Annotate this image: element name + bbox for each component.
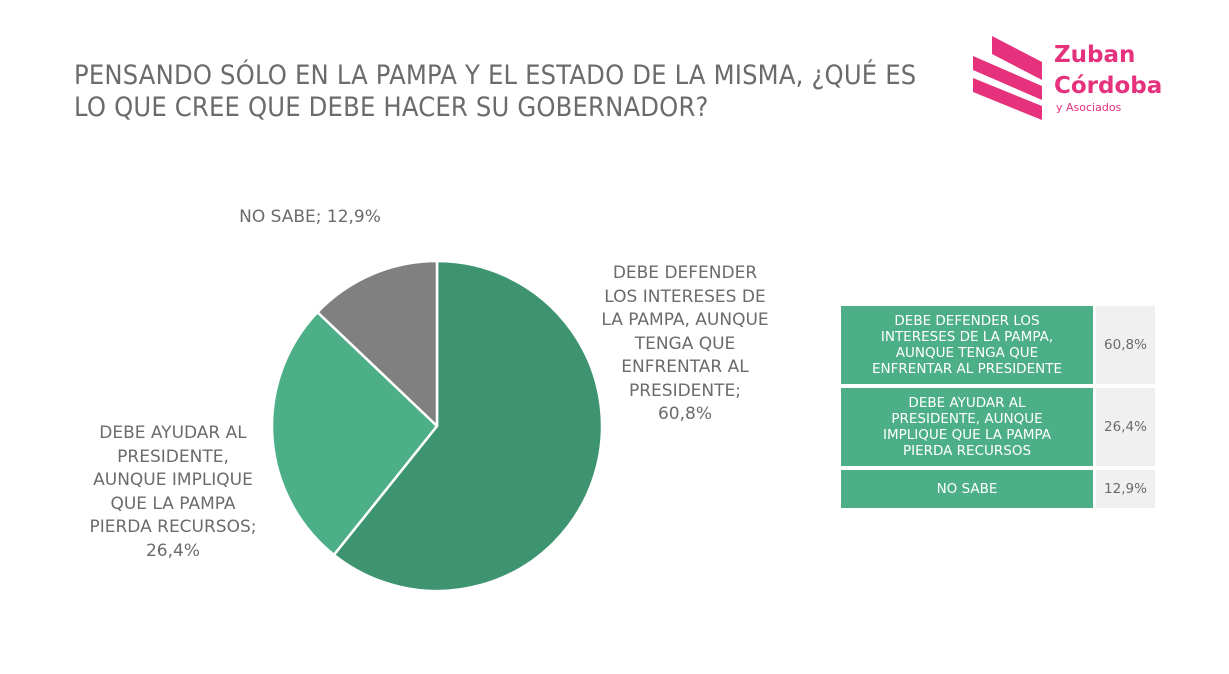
legend-label-line: DEBE AYUDAR AL [908,395,1026,411]
slice-label-line: ENFRENTAR AL [621,357,749,377]
legend-label-line: AUNQUE TENGA QUE [895,345,1039,361]
logo-line-1: Zuban [1054,42,1136,68]
slice-label-line: DEBE DEFENDER [612,263,758,283]
slice-label-line: PRESIDENTE, [117,446,229,467]
legend-label: NO SABE [841,470,1093,508]
title-line-1: PENSANDO SÓLO EN LA PAMPA Y EL ESTADO DE… [74,60,917,91]
slice-label-line: PIERDA RECURSOS; [89,517,257,537]
slice-label-line: TENGA QUE [634,333,736,354]
pie-slice-ayudar [270,310,439,557]
legend-label-line: PIERDA RECURSOS [902,443,1032,459]
pie-slice-nosabe [316,259,439,428]
legend-label-line: ENFRENTAR AL PRESIDENTE [872,361,1062,377]
slice-label-line: PRESIDENTE; [628,380,741,401]
legend-label-line: IMPLIQUE QUE LA PAMPA [883,427,1051,443]
logo-line-2: Córdoba [1054,73,1163,99]
legend-label: DEBE DEFENDER LOS INTERESES DE LA PAMPA, A… [841,306,1093,384]
legend-label-line: NO SABE [936,481,998,497]
slice-label-line: DEBE AYUDAR AL [99,423,247,443]
slice-label-line: 26,4% [145,540,200,561]
slice-label-ayudar: DEBE AYUDAR AL PRESIDENTE, AUNQUE IMPLIQUE… [58,422,288,563]
chart-title: PENSANDO SÓLO EN LA PAMPA Y EL ESTADO DE… [74,60,917,124]
logo-stripes-icon [973,36,1042,120]
slice-label-line: 60,8% [657,404,712,424]
legend-label-line: INTERESES DE LA PAMPA, [880,329,1054,345]
slice-label-line: LOS INTERESES DE [604,286,766,307]
legend-value: 26,4% [1096,388,1155,466]
logo-subline: y Asociados [1056,101,1122,114]
legend-label-line: DEBE DEFENDER LOS [894,313,1040,329]
brand-logo: Zuban Córdoba y Asociados [970,36,1170,126]
legend-row-defender: DEBE DEFENDER LOS INTERESES DE LA PAMPA, A… [841,306,1155,384]
legend-row-ayudar: DEBE AYUDAR AL PRESIDENTE, AUNQUE IMPLIQUE… [841,388,1155,466]
legend-label-line: PRESIDENTE, AUNQUE [891,411,1043,427]
slice-label-line: AUNQUE IMPLIQUE [93,470,253,490]
legend-value: 60,8% [1096,306,1155,384]
slice-label-line: LA PAMPA, AUNQUE [601,310,769,330]
slice-label-nosabe: NO SABE; 12,9% [205,206,415,230]
slice-label-line: QUE LA PAMPA [110,493,236,514]
legend-label: DEBE AYUDAR AL PRESIDENTE, AUNQUE IMPLIQUE… [841,388,1093,466]
title-line-2: LO QUE CREE QUE DEBE HACER SU GOBERNADOR… [74,92,709,123]
pie-slice-defender [332,259,604,593]
slice-label-line: NO SABE; 12,9% [239,207,381,227]
slice-label-defender: DEBE DEFENDER LOS INTERESES DE LA PAMPA, A… [565,262,805,427]
legend-row-nosabe: NO SABE 12,9% [841,470,1155,508]
legend-value: 12,9% [1096,470,1155,508]
